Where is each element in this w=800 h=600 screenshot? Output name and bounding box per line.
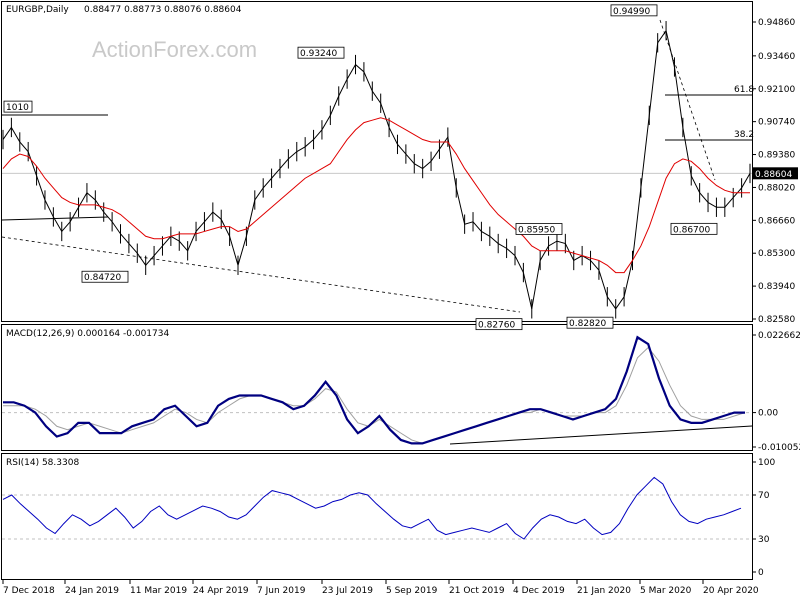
annotation-box <box>670 222 718 235</box>
rsi-line <box>2 476 742 540</box>
annotation-label: 0.85950 <box>518 225 555 235</box>
x-axis-label: 11 Mar 2019 <box>130 586 187 596</box>
annotation-box <box>81 270 129 283</box>
watermark: ActionForex.com <box>92 37 257 62</box>
price-axis-label: 0.90740 <box>758 118 795 128</box>
current-price-box <box>752 167 798 180</box>
price-axis-label: 0.92100 <box>758 85 795 95</box>
price-axis-label: 0.86660 <box>758 216 795 226</box>
moving-average <box>2 117 750 274</box>
x-axis-label: 24 Jan 2019 <box>65 586 119 596</box>
fib-label: 61.8 <box>734 85 754 95</box>
price-axis-label: 0.89380 <box>758 151 795 161</box>
fib-label: 38.2 <box>734 130 754 140</box>
x-axis-label: 4 Dec 2019 <box>513 586 565 596</box>
annotation-box <box>297 46 345 59</box>
macd-signal-line <box>3 346 746 444</box>
annotation-box <box>515 223 563 235</box>
annotation-label: 0.84720 <box>84 273 121 283</box>
axis-ticks: 0.94860 0.93460 0.92100 0.90740 0.89380 0.880… <box>2 18 800 596</box>
price-axis-label: 0.83940 <box>758 282 795 292</box>
annotation-label: 0.82820 <box>569 319 606 329</box>
macd-title: MACD(12,26,9) 0.000164 -0.001734 <box>6 329 169 339</box>
price-axis-label: 0.85300 <box>758 249 795 259</box>
price-series <box>2 21 751 319</box>
x-axis-label: 20 Apr 2020 <box>703 586 759 596</box>
macd-trendline <box>449 425 753 445</box>
x-axis-label: 7 Jun 2019 <box>257 586 306 596</box>
annotation-box <box>475 318 523 331</box>
annotation-label: 0.86700 <box>673 225 710 235</box>
x-axis-label: 24 Apr 2019 <box>193 586 249 596</box>
x-axis-label: 7 Dec 2018 <box>3 586 55 596</box>
chart-title: EURGBP,Daily <box>6 5 69 15</box>
rsi-axis-label: 100 <box>758 458 775 468</box>
annotation-label: 1010 <box>6 103 29 113</box>
annotation-label: 0.94990 <box>613 7 650 17</box>
rsi-title: RSI(14) 58.3308 <box>6 458 79 468</box>
macd-axis-label: 0.00 <box>758 409 778 419</box>
annotation-box <box>566 316 614 329</box>
price-annotations: 1010 0.84720 0.93240 0.82760 0.85950 0.82820 0… <box>3 4 754 331</box>
price-axis-label: 0.82580 <box>758 315 795 325</box>
horizontal-support <box>1 216 109 221</box>
trend-lines <box>1 19 753 445</box>
ohlc-values: 0.88477 0.88773 0.88076 0.88604 <box>84 5 242 15</box>
ma-line <box>2 117 750 274</box>
macd-line <box>3 335 745 445</box>
price-axis-label: 0.93460 <box>758 52 795 62</box>
macd-axis-label: -0.010052 <box>758 443 800 453</box>
rsi-axis-label: 70 <box>758 491 770 501</box>
annotation-label: 0.82760 <box>478 321 515 331</box>
macd-panel <box>1 324 753 451</box>
price-axis-label: 0.94860 <box>758 18 795 28</box>
rsi-series <box>2 476 742 540</box>
rsi-axis-label: 0 <box>758 568 764 578</box>
x-axis-label: 21 Jan 2020 <box>577 586 631 596</box>
price-line <box>2 29 751 310</box>
rsi-panel <box>1 453 753 580</box>
macd-series <box>3 335 746 445</box>
x-axis-label: 23 Jul 2019 <box>322 586 373 596</box>
annotation-box <box>3 100 33 113</box>
current-price-label: 0.88604 <box>755 170 792 180</box>
x-axis-label: 21 Oct 2019 <box>449 586 505 596</box>
rsi-axis-label: 30 <box>758 535 770 545</box>
x-axis-label: 5 Sep 2019 <box>386 586 438 596</box>
trendline-upper-dashed <box>659 19 716 181</box>
macd-axis-label: 0.022662 <box>758 331 800 341</box>
x-axis-label: 5 Mar 2020 <box>640 586 692 596</box>
price-axis-label: 0.88020 <box>758 183 795 193</box>
grid-lines <box>2 172 752 540</box>
annotation-box <box>610 4 658 17</box>
annotation-label: 0.93240 <box>300 49 337 59</box>
